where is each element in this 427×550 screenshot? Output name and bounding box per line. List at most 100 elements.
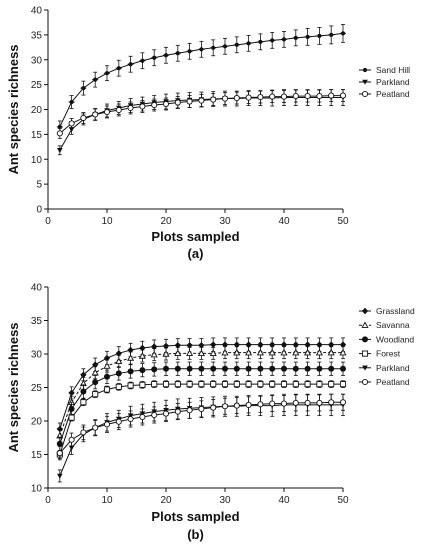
data-point — [257, 39, 264, 44]
data-point — [163, 53, 169, 58]
data-point — [269, 38, 276, 43]
data-point — [233, 42, 240, 47]
data-point — [257, 341, 264, 348]
data-point — [139, 413, 146, 421]
series-line — [59, 383, 343, 455]
data-point — [103, 362, 111, 369]
y-tick-label: 35 — [31, 30, 43, 41]
data-point — [210, 365, 217, 372]
data-point — [198, 365, 205, 372]
data-point — [280, 348, 288, 356]
data-point — [222, 365, 228, 372]
data-point — [233, 402, 240, 409]
legend-marker — [362, 365, 368, 371]
data-point — [316, 93, 323, 100]
data-point — [281, 365, 287, 372]
data-point — [316, 399, 323, 406]
data-point — [210, 381, 217, 388]
data-point — [328, 399, 335, 406]
x-tick-label: 10 — [101, 495, 113, 506]
data-point — [198, 342, 205, 349]
data-point — [186, 407, 193, 414]
series-forest — [56, 380, 347, 459]
data-point — [150, 350, 158, 358]
data-point — [233, 348, 241, 356]
data-point — [103, 108, 111, 116]
data-point — [127, 382, 134, 389]
data-point — [280, 341, 288, 348]
series-peatland — [56, 393, 347, 461]
data-point — [292, 341, 299, 348]
legend-entry: Forest — [359, 349, 401, 359]
data-point — [174, 51, 181, 56]
chart-panel-a: 0 5 10 15 20 25 30 35 40 0 10 20 30 40 50 Plots sampled… — [6, 6, 410, 262]
data-point — [80, 399, 87, 406]
data-point — [104, 373, 110, 380]
data-point — [316, 381, 323, 388]
panel-label: (a) — [188, 246, 204, 261]
data-point — [151, 411, 158, 419]
legend-marker — [362, 67, 368, 73]
data-point — [68, 120, 75, 127]
x-tick-label: 30 — [219, 495, 231, 506]
legend-entry: Grassland — [359, 306, 415, 316]
x-axis-label: Plots sampled — [151, 229, 239, 244]
data-point — [80, 429, 87, 436]
data-point — [103, 421, 111, 428]
data-point — [186, 98, 193, 105]
data-point — [269, 400, 276, 407]
data-point — [197, 349, 205, 357]
data-point — [174, 349, 182, 357]
data-point — [280, 93, 288, 100]
legend-entry: Sand Hill — [359, 65, 410, 75]
data-point — [115, 418, 122, 425]
data-point — [151, 366, 158, 373]
data-point — [316, 365, 323, 372]
data-point — [304, 381, 311, 388]
legend-marker — [361, 350, 369, 357]
data-point — [292, 381, 299, 388]
data-point — [304, 348, 312, 356]
data-point — [245, 381, 252, 388]
data-point — [221, 341, 229, 348]
x-tick-label: 40 — [278, 495, 290, 506]
data-point — [92, 77, 99, 82]
data-point — [328, 92, 335, 99]
data-point — [57, 148, 63, 154]
data-point — [328, 341, 335, 348]
data-point — [103, 354, 111, 362]
data-point — [103, 386, 111, 393]
data-point — [210, 404, 217, 411]
y-tick-label: 30 — [31, 55, 43, 66]
data-point — [80, 388, 87, 395]
y-tick-label: 10 — [31, 484, 43, 495]
x-tick-label: 10 — [101, 216, 113, 227]
data-point — [56, 450, 63, 457]
data-point — [186, 381, 193, 388]
data-point — [139, 344, 146, 352]
data-point — [92, 391, 99, 398]
data-point — [139, 103, 146, 110]
data-point — [339, 348, 347, 356]
data-point — [80, 371, 87, 378]
data-point — [139, 367, 146, 374]
legend-label: Savanna — [376, 320, 410, 330]
y-tick-label: 35 — [31, 316, 43, 327]
legend-label: Forest — [376, 349, 401, 359]
y-tick-label: 40 — [31, 6, 43, 17]
data-point — [174, 381, 181, 388]
data-point — [174, 365, 181, 372]
legend-label: Parkland — [376, 77, 410, 87]
legend-label: Woodland — [376, 334, 414, 344]
data-point — [256, 348, 264, 356]
data-point — [162, 350, 170, 357]
y-tick-label: 20 — [31, 417, 43, 428]
legend-marker — [361, 378, 369, 386]
data-point — [162, 381, 170, 388]
y-tick-label: 40 — [31, 283, 43, 294]
legend-marker — [362, 336, 368, 343]
data-point — [269, 381, 276, 388]
data-point — [151, 381, 158, 388]
y-tick-label: 20 — [31, 105, 43, 116]
data-point — [57, 473, 63, 479]
